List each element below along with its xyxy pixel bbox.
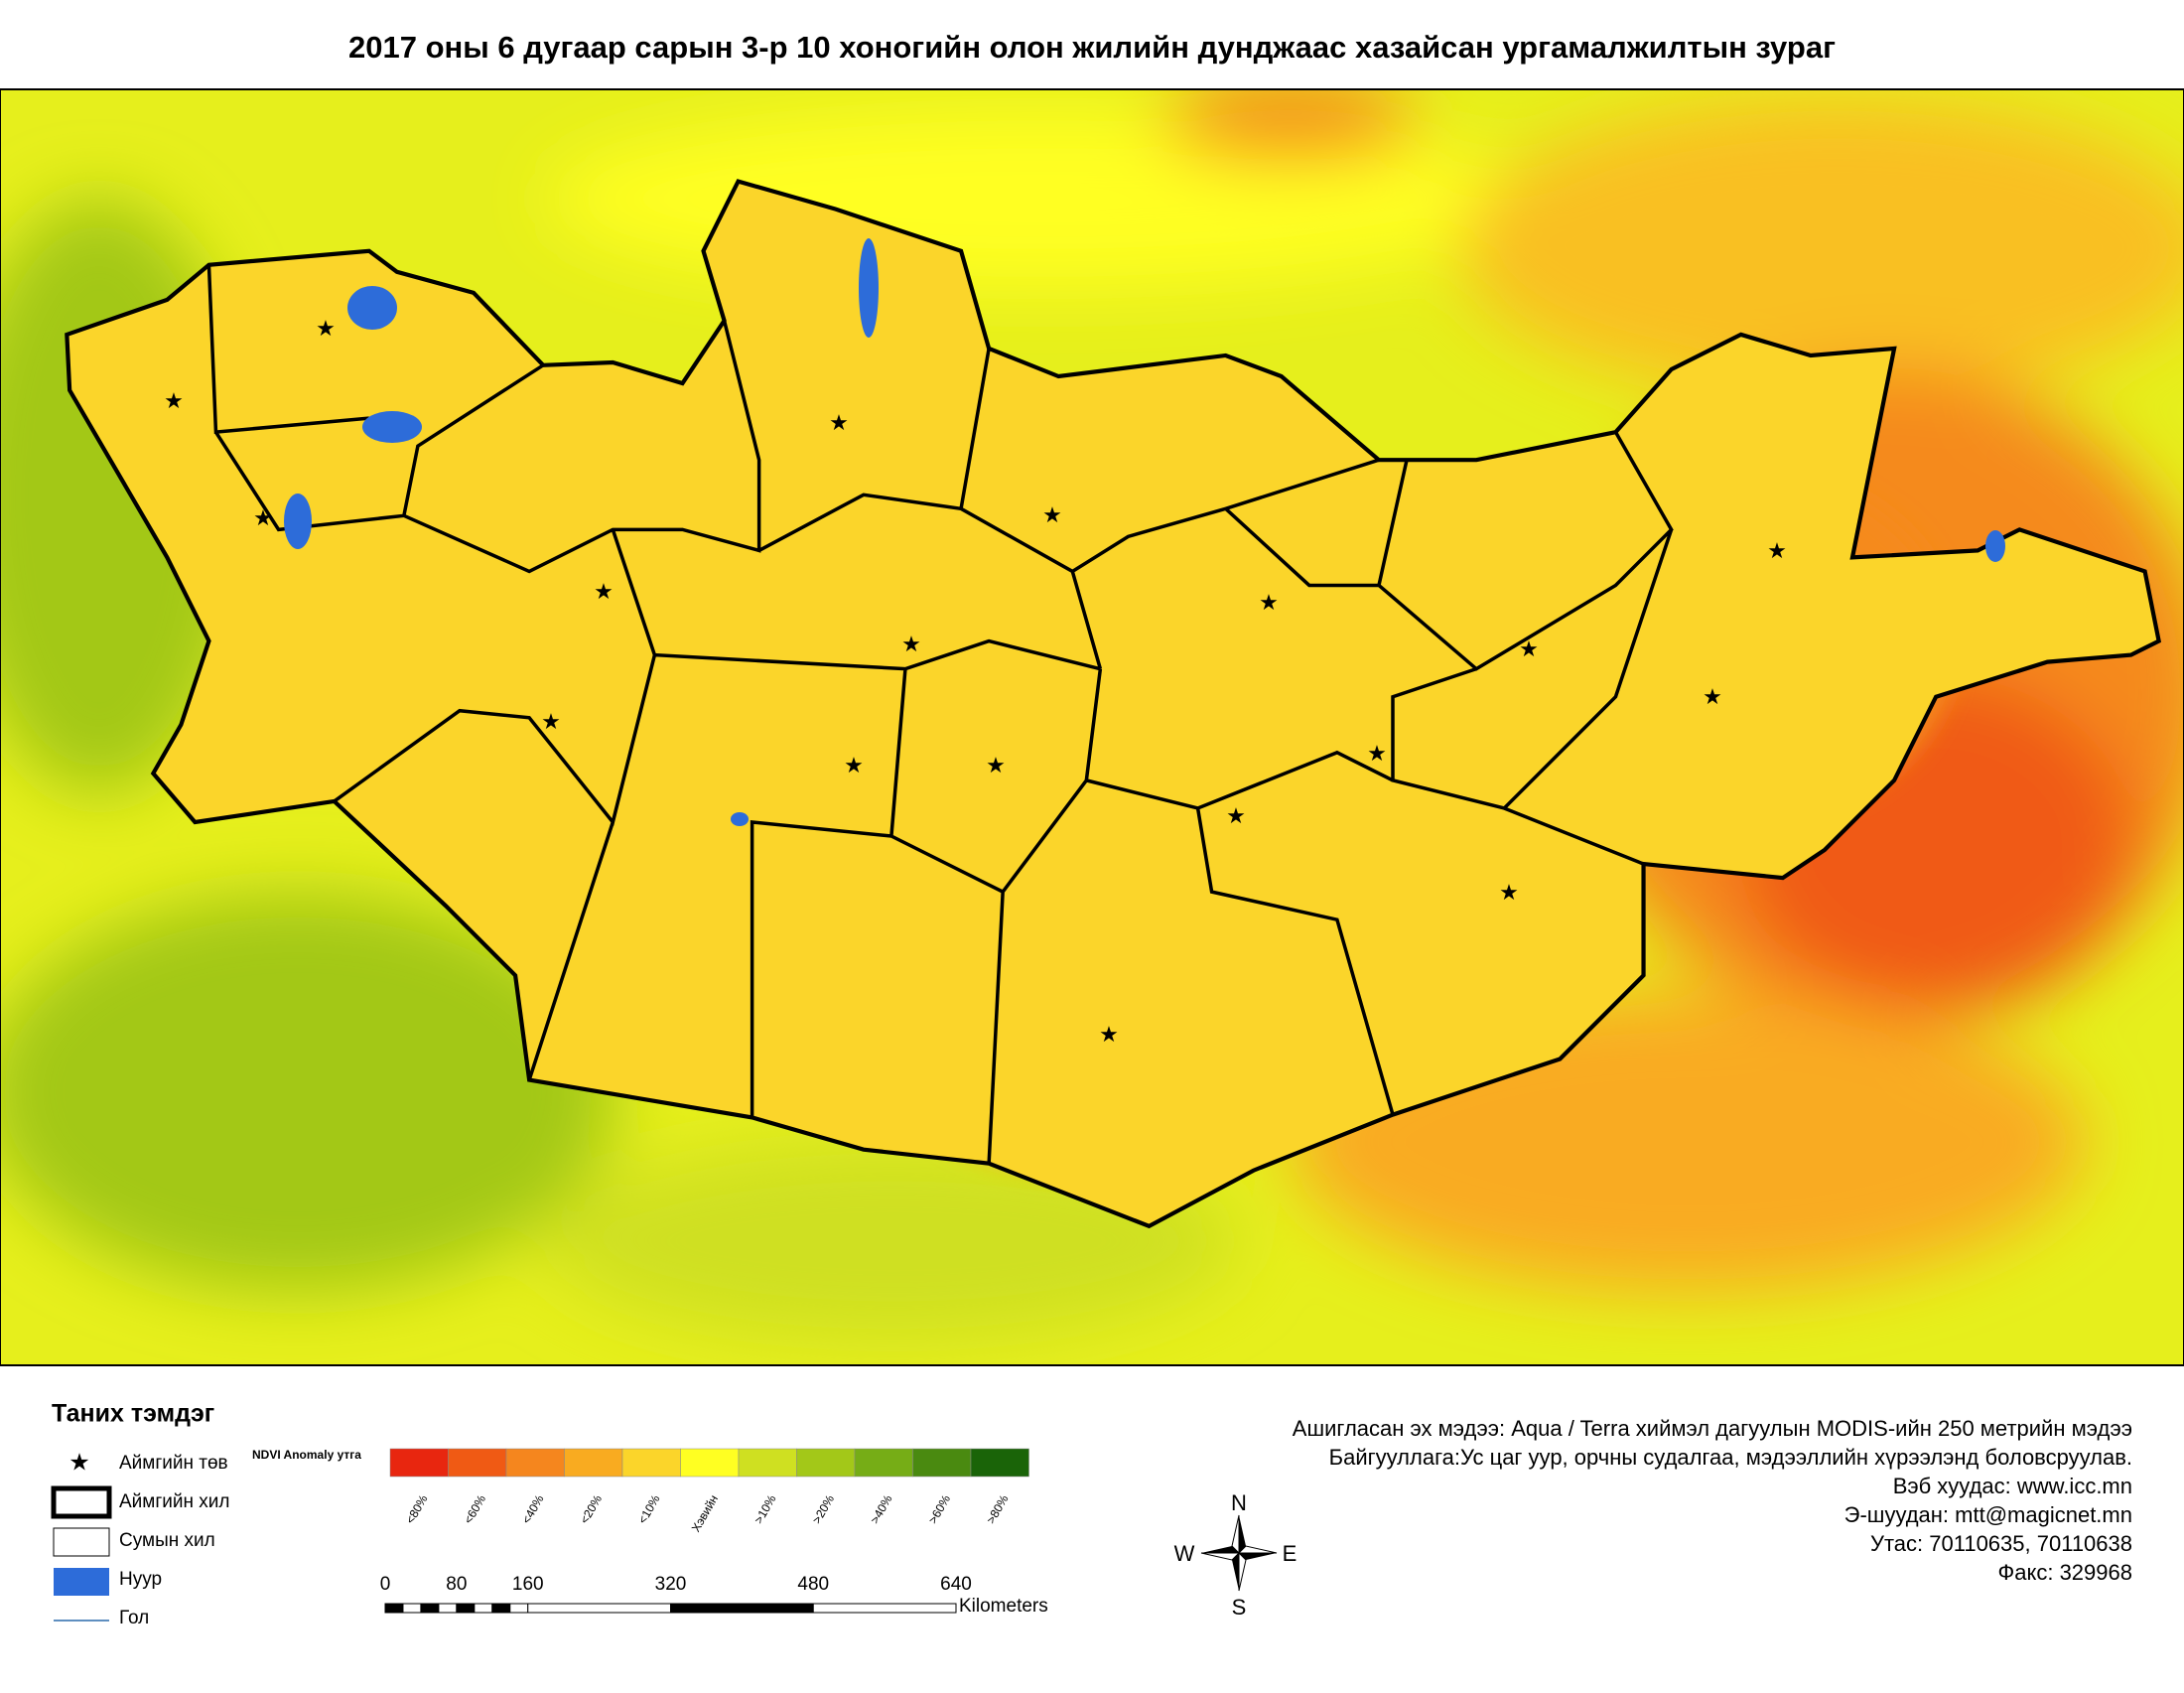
svg-text:★: ★ [1767,538,1787,563]
credit-line: Факс: 329968 [1998,1560,2132,1585]
svg-text:★: ★ [1226,803,1246,828]
compass-w: W [1174,1541,1195,1566]
svg-text:★: ★ [1703,684,1722,709]
credit-line: Утас: 70110635, 70110638 [1870,1531,2132,1556]
class-swatch [796,1448,856,1478]
scale-segment [384,1603,404,1614]
scale-label: 480 [797,1574,829,1595]
svg-text:★: ★ [68,1449,90,1476]
compass-s: S [1232,1595,1247,1620]
legend-item: Гол [119,1608,149,1628]
scale-segment [474,1603,493,1614]
svg-text:★: ★ [1367,741,1387,766]
svg-text:★: ★ [844,753,864,777]
scale-segment [420,1603,440,1614]
compass [1200,1514,1278,1592]
map-title: 2017 оны 6 дугаар сарын 3-р 10 хоногийн … [348,30,1836,65]
svg-text:★: ★ [1499,880,1519,905]
legend-item: Аймгийн төв [119,1453,228,1474]
class-swatch [854,1448,913,1478]
compass-n: N [1231,1490,1247,1515]
class-swatch [564,1448,623,1478]
scale-segment [402,1603,422,1614]
class-swatch [738,1448,797,1478]
scale-label: 160 [512,1574,544,1595]
scale-segment [812,1603,957,1614]
legend-title: Таних тэмдэг [52,1400,214,1428]
scale-label: 640 [940,1574,972,1595]
class-swatch [970,1448,1029,1478]
ndvi-label: NDVI Anomaly утга [252,1448,361,1462]
svg-text:★: ★ [1259,590,1279,615]
svg-text:★: ★ [1042,502,1062,527]
credit-line: Вэб хуудас: www.icc.mn [1893,1474,2132,1498]
scale-segment [438,1603,458,1614]
legend-item: Аймгийн хил [119,1491,229,1512]
scale-segment [456,1603,476,1614]
svg-text:★: ★ [594,579,614,604]
svg-text:★: ★ [253,505,273,530]
credit-line: Байгууллага:Ус цаг уур, орчны судалгаа, … [1329,1445,2132,1470]
scale-label: 80 [446,1574,467,1595]
scale-unit: Kilometers [959,1596,1048,1617]
scale-label: 320 [655,1574,687,1595]
class-swatch [621,1448,681,1478]
svg-text:★: ★ [901,632,921,656]
legend-item: Нуур [119,1569,162,1590]
compass-e: E [1283,1541,1297,1566]
scale-label: 0 [380,1574,391,1595]
class-swatch [448,1448,507,1478]
svg-text:★: ★ [829,410,849,435]
class-swatch [912,1448,972,1478]
svg-text:★: ★ [316,316,336,341]
svg-text:★: ★ [541,709,561,734]
credit-line: Ашигласан эх мэдээ: Aqua / Terra хиймэл … [1293,1416,2132,1441]
svg-text:★: ★ [1099,1022,1119,1047]
class-swatch [389,1448,449,1478]
map: ★ ★ ★ ★ ★ ★ ★ ★ ★ ★ ★ ★ ★ ★ ★ ★ ★ ★ [0,89,2184,1365]
svg-text:★: ★ [164,388,184,413]
credit-line: Э-шуудан: mtt@magicnet.mn [1844,1502,2132,1527]
svg-text:★: ★ [1519,636,1539,661]
scale-segment [491,1603,511,1614]
class-swatch [505,1448,565,1478]
svg-text:★: ★ [986,753,1006,777]
legend-item: Сумын хил [119,1530,215,1551]
scale-segment [509,1603,529,1614]
scale-segment [527,1603,671,1614]
class-swatch [680,1448,740,1478]
scale-segment [670,1603,814,1614]
